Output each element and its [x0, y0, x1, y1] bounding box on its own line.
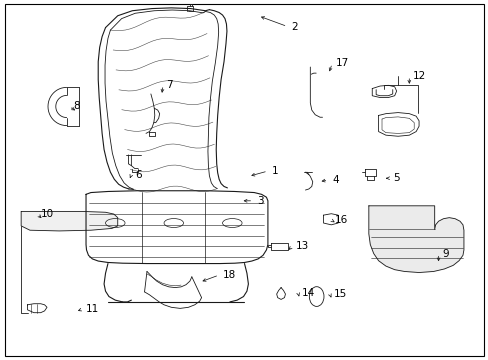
- Ellipse shape: [309, 287, 324, 306]
- Text: 6: 6: [135, 170, 141, 180]
- Text: 12: 12: [412, 71, 425, 81]
- Text: 1: 1: [271, 166, 277, 176]
- Text: 11: 11: [86, 304, 99, 314]
- Text: 2: 2: [290, 22, 297, 32]
- Polygon shape: [368, 206, 463, 273]
- Text: 10: 10: [41, 209, 54, 219]
- Text: 8: 8: [73, 102, 80, 112]
- Text: 13: 13: [296, 241, 309, 251]
- Text: 14: 14: [302, 288, 315, 298]
- Text: 9: 9: [441, 248, 447, 258]
- Text: 5: 5: [392, 173, 399, 183]
- Polygon shape: [21, 212, 118, 231]
- Text: 4: 4: [331, 175, 338, 185]
- Text: 18: 18: [222, 270, 235, 280]
- Text: 15: 15: [333, 289, 346, 299]
- Text: 16: 16: [334, 215, 347, 225]
- Text: 7: 7: [166, 80, 173, 90]
- Text: 3: 3: [256, 196, 263, 206]
- Text: 17: 17: [335, 58, 349, 68]
